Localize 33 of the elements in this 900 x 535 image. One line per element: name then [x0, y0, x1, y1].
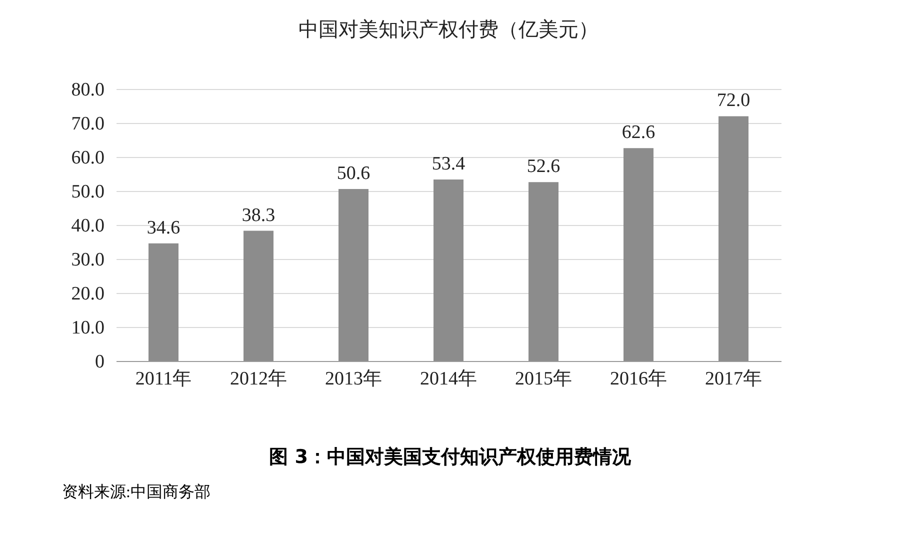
bar — [338, 188, 368, 361]
y-tick-label: 40.0 — [71, 216, 104, 236]
data-label: 62.6 — [622, 122, 656, 144]
y-tick-label: 20.0 — [71, 284, 104, 304]
x-tick-label: 2016年 — [610, 368, 667, 390]
chart-title: 中国对美知识产权付费（亿美元） — [298, 18, 598, 41]
y-tick-label: 60.0 — [71, 148, 104, 168]
data-label: 38.3 — [242, 204, 276, 226]
y-tick-label: 30.0 — [71, 250, 104, 270]
caption: 图 3：中国对美国支付知识产权使用费情况 — [268, 445, 632, 470]
data-label: 52.6 — [526, 156, 560, 178]
bar — [244, 230, 274, 361]
y-tick-label: 70.0 — [71, 114, 104, 134]
y-tick-label: 50.0 — [71, 182, 104, 202]
y-tick-label: 0 — [95, 352, 104, 372]
bar — [528, 182, 558, 361]
bar — [718, 116, 748, 361]
data-label: 72.0 — [716, 90, 750, 112]
x-tick-label: 2011年 — [135, 368, 192, 390]
x-tick-label: 2015年 — [515, 368, 572, 390]
bar — [148, 243, 178, 361]
text: 资料来源:中国商务部 — [62, 482, 210, 503]
bar — [434, 179, 464, 361]
data-label: 50.6 — [336, 162, 370, 184]
y-tick-label: 80.0 — [71, 80, 104, 100]
y-tick-label: 10.0 — [71, 318, 104, 338]
x-tick-label: 2014年 — [420, 368, 477, 390]
x-tick-label: 2013年 — [325, 368, 382, 390]
x-tick-label: 2012年 — [230, 368, 287, 390]
data-label: 34.6 — [146, 217, 180, 238]
x-tick-label: 2017年 — [705, 368, 762, 390]
data-label: 53.4 — [432, 153, 466, 174]
bar — [624, 148, 654, 361]
